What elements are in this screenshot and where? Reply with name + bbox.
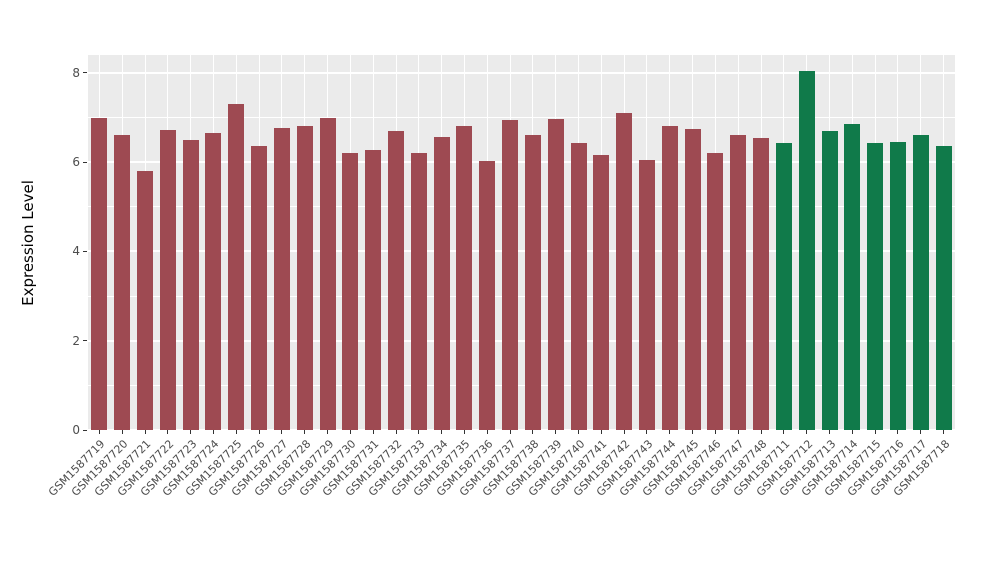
gridline-minor	[88, 295, 955, 297]
x-tick-mark	[486, 430, 488, 434]
gridline-major	[88, 71, 955, 74]
y-tick-mark	[83, 250, 87, 252]
gridline-minor	[88, 206, 955, 208]
bar	[273, 127, 290, 430]
x-tick-mark	[874, 430, 876, 434]
x-tick-mark	[327, 430, 329, 434]
bar	[547, 118, 564, 430]
y-tick-mark	[83, 161, 87, 163]
bar	[159, 130, 176, 430]
bar	[502, 119, 519, 430]
y-tick-label: 0	[72, 423, 80, 437]
bar	[251, 145, 268, 430]
gridline-minor	[88, 384, 955, 386]
y-tick-mark	[83, 340, 87, 342]
x-tick-mark	[669, 430, 671, 434]
bar	[753, 137, 770, 430]
x-tick-mark	[372, 430, 374, 434]
x-tick-mark	[418, 430, 420, 434]
y-tick-label: 6	[72, 155, 80, 170]
x-tick-mark	[532, 430, 534, 434]
bar	[867, 143, 884, 430]
bar	[456, 126, 473, 430]
x-tick-mark	[692, 430, 694, 434]
bar	[137, 171, 154, 430]
bar	[205, 133, 222, 430]
bar	[661, 126, 678, 430]
x-tick-mark	[555, 430, 557, 434]
x-tick-mark	[600, 430, 602, 434]
x-tick-mark	[167, 430, 169, 434]
x-tick-mark	[304, 430, 306, 434]
x-tick-mark	[235, 430, 237, 434]
bar	[638, 159, 655, 430]
bar	[91, 118, 108, 430]
x-tick-mark	[578, 430, 580, 434]
bar	[114, 135, 131, 430]
bar	[479, 161, 496, 430]
gridline-minor	[88, 117, 955, 118]
bar	[935, 145, 952, 430]
bar	[319, 118, 336, 430]
plot-panel	[88, 55, 955, 431]
x-tick-mark	[783, 430, 785, 434]
x-tick-mark	[441, 430, 443, 434]
x-tick-mark	[144, 430, 146, 434]
bar	[410, 153, 427, 430]
gridline-major	[88, 250, 955, 253]
y-tick-label: 4	[72, 244, 80, 259]
y-tick-mark	[83, 429, 87, 431]
x-tick-mark	[851, 430, 853, 434]
y-axis-title: Expression Level	[19, 179, 37, 306]
bar	[730, 135, 747, 430]
bar	[593, 155, 610, 430]
x-tick-mark	[897, 430, 899, 434]
x-tick-mark	[98, 430, 100, 434]
x-tick-mark	[463, 430, 465, 434]
x-tick-mark	[623, 430, 625, 434]
x-tick-mark	[349, 430, 351, 434]
x-tick-mark	[190, 430, 192, 434]
bar	[912, 135, 929, 430]
bar	[684, 128, 701, 430]
bar	[821, 130, 838, 430]
bar	[775, 143, 792, 430]
x-tick-mark	[395, 430, 397, 434]
x-tick-mark	[212, 430, 214, 434]
y-tick-label: 8	[72, 65, 80, 80]
x-tick-mark	[714, 430, 716, 434]
x-tick-mark	[760, 430, 762, 434]
gridline-major	[88, 339, 955, 342]
bar	[570, 143, 587, 430]
x-tick-mark	[920, 430, 922, 434]
x-tick-mark	[121, 430, 123, 434]
gridline-major	[88, 161, 955, 164]
bar	[616, 113, 633, 430]
bar	[433, 136, 450, 430]
x-tick-mark	[281, 430, 283, 434]
x-tick-mark	[806, 430, 808, 434]
bar	[342, 153, 359, 430]
x-tick-mark	[646, 430, 648, 434]
x-tick-mark	[258, 430, 260, 434]
bar	[365, 150, 382, 430]
bar	[889, 142, 906, 430]
y-tick-label: 2	[72, 333, 80, 348]
bar	[707, 153, 724, 430]
bar	[798, 70, 815, 430]
bar	[388, 130, 404, 430]
x-tick-mark	[829, 430, 830, 434]
bar	[844, 124, 861, 430]
x-tick-mark	[943, 430, 945, 434]
bar	[296, 125, 313, 430]
y-tick-mark	[83, 72, 87, 74]
x-tick-mark	[509, 430, 511, 434]
bar	[228, 104, 245, 430]
x-tick-mark	[737, 430, 739, 434]
gridline-major	[88, 429, 955, 431]
bar	[182, 139, 199, 430]
bar	[524, 135, 541, 430]
